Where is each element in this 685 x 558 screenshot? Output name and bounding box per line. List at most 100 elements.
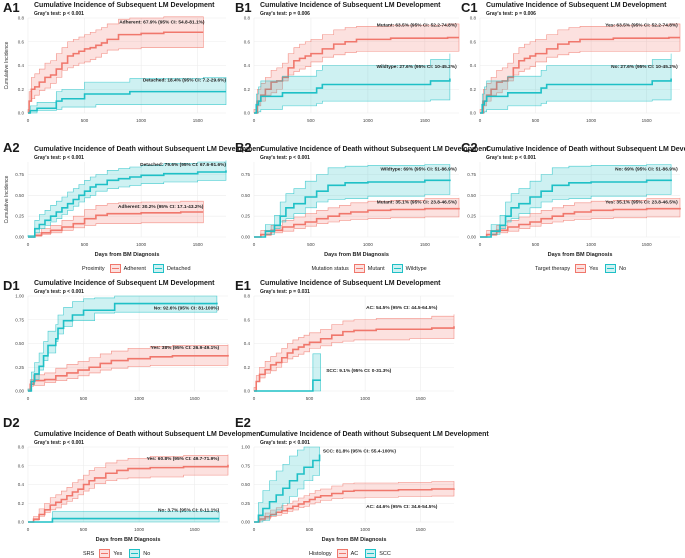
series-no: No: 27.6% (95% CI: 10-45.2%) [480, 53, 678, 114]
y-tick-label: 0.50 [15, 341, 24, 346]
incidence-line [28, 302, 218, 392]
y-tick-label: 1.00 [241, 445, 250, 450]
legend-key-red [109, 264, 121, 273]
legend-key-teal [605, 264, 617, 273]
incidence-line [480, 179, 672, 238]
grays-test-subtitle: Gray's test: p < 0.001 [34, 155, 84, 161]
legend-key-red [353, 264, 365, 273]
x-tick-label: 0 [253, 527, 256, 532]
y-tick-label: 0.6 [244, 39, 251, 44]
y-tick-label: 1.00 [15, 294, 24, 299]
confidence-band [479, 23, 681, 114]
series-adherent: Adherent: 30.2% (95% CI: 17.1-43.2%) [28, 200, 204, 238]
y-tick-label: 0.00 [241, 520, 250, 525]
confidence-band [254, 197, 460, 238]
panel-d2: D2 Cumulative Incidence of Death without … [0, 415, 263, 558]
series-wildtype: Wildtype: 27.6% (95% CI: 10-45.2%) [254, 53, 457, 114]
grays-test-subtitle: Gray's test: p < 0.001 [34, 289, 84, 295]
incidence-line [28, 170, 227, 238]
x-tick-label: 1000 [586, 242, 597, 247]
x-tick-label: 0 [253, 242, 256, 247]
y-tick-label: 0.6 [244, 317, 251, 322]
x-tick-label: 500 [306, 396, 314, 401]
grays-test-subtitle: Gray's test: p = 0.006 [260, 11, 310, 17]
panel-e2: E2 Cumulative Incidence of Death without … [232, 415, 489, 558]
x-tick-label: 500 [306, 527, 314, 532]
x-tick-label: 1000 [363, 242, 374, 247]
x-tick-label: 1500 [416, 527, 427, 532]
series-annotation: SCC: 81.8% (95% CI: 55.4-100%) [323, 448, 396, 454]
series-annotation: Adherent: 30.2% (95% CI: 17.1-43.2%) [118, 204, 204, 210]
series-annotation: Detached: 79.6% (95% CI: 67.6-91.6%) [140, 162, 226, 168]
y-tick-label: 0.00 [15, 389, 24, 394]
plot-area: 0.0 0.2 0.4 0.6 0.8 0 500 1000 1500 Cumulative In… [4, 16, 226, 124]
legend-title: Target therapy [535, 265, 571, 272]
y-tick-label: 0.6 [18, 39, 25, 44]
panel-label: A1 [3, 0, 20, 15]
plot-area: 0.00 0.25 0.50 0.75 0 500 1000 1500 Days from BM… [241, 162, 460, 258]
incidence-line [28, 31, 204, 114]
y-tick-label: 0.75 [15, 317, 24, 322]
y-tick-label: 0.50 [241, 482, 250, 487]
incidence-line [28, 464, 229, 523]
x-tick-label: 500 [81, 242, 89, 247]
x-tick-label: 1500 [193, 242, 204, 247]
incidence-line [480, 78, 672, 114]
grays-test-subtitle: Gray's test: p = 0.031 [260, 289, 310, 295]
x-tick-label: 1500 [642, 118, 653, 123]
y-tick-label: 0.25 [15, 365, 24, 370]
y-tick-label: 0.75 [15, 172, 24, 177]
series-detached: Detached: 18.4% (95% CI: 7.2-29.6%) [28, 77, 226, 114]
x-tick-label: 500 [81, 118, 89, 123]
x-tick-label: 1500 [420, 118, 431, 123]
incidence-line [28, 354, 229, 392]
x-tick-label: 1000 [136, 118, 147, 123]
x-tick-label: 500 [532, 242, 540, 247]
x-tick-label: 0 [27, 242, 30, 247]
confidence-band [27, 344, 229, 392]
x-tick-label: 500 [307, 242, 315, 247]
panel-label: D1 [3, 278, 20, 293]
confidence-band [254, 53, 451, 114]
series-annotation: No: 69% (95% CI: 51-86.9%) [615, 166, 678, 172]
incidence-line [254, 326, 455, 392]
confidence-band [480, 197, 681, 238]
plot-area: 0.00 0.25 0.50 0.75 0 500 1000 1500 Cumulative I… [4, 160, 227, 258]
panel-label: A2 [3, 140, 20, 155]
y-tick-label: 0.2 [244, 87, 251, 92]
y-tick-label: 0.4 [470, 63, 477, 68]
legend-title: Histology [309, 550, 332, 557]
legend-label: AC [350, 550, 359, 557]
confidence-band [28, 200, 204, 238]
y-tick-label: 0.25 [15, 214, 24, 219]
series-annotation: Yes: 38% (95% CI: 26.9-49.1%) [151, 345, 220, 351]
legend-key-red [336, 549, 348, 558]
y-tick-label: 0.8 [18, 445, 25, 450]
y-tick-label: 0.4 [18, 63, 25, 68]
series-yes: Yes: 63.5% (95% CI: 52.2-74.8%) [479, 22, 681, 114]
x-axis-label: Days from BM Diagnosis [548, 252, 613, 258]
series-annotation: SCC: 9.1% (95% CI: 0-31.3%) [326, 368, 391, 374]
series-yes: Yes: 60.8% (95% CI: 49.7-71.9%) [28, 454, 229, 523]
x-axis-label: Days from BM Diagnosis [96, 537, 161, 543]
y-tick-label: 0.00 [467, 235, 476, 240]
y-tick-label: 0.8 [470, 16, 477, 21]
panel-label: D2 [3, 415, 20, 430]
y-tick-label: 0.75 [241, 463, 250, 468]
y-tick-label: 0.2 [244, 365, 251, 370]
panel-label: E2 [235, 415, 251, 430]
series-ac: AC: 54.5% (95% CI: 44.5-64.5%) [253, 305, 455, 392]
x-tick-label: 500 [307, 118, 315, 123]
panel-a1: A1 Cumulative Incidence of Subsequent LM … [0, 0, 230, 140]
x-tick-label: 0 [253, 396, 256, 401]
chart-title: Cumulative Incidence of Subsequent LM De… [34, 2, 215, 9]
series-annotation: Mutant: 35.1% (95% CI: 23.8-46.5%) [377, 200, 457, 206]
confidence-band [253, 314, 455, 392]
incidence-line [254, 78, 451, 114]
legend-key-red [99, 549, 111, 558]
chart-title: Cumulative Incidence of Death without Su… [260, 431, 489, 438]
x-tick-label: 0 [479, 118, 482, 123]
legend-key-teal [129, 549, 141, 558]
panel-label: C2 [461, 140, 478, 155]
legend-title: SRS [83, 550, 95, 557]
